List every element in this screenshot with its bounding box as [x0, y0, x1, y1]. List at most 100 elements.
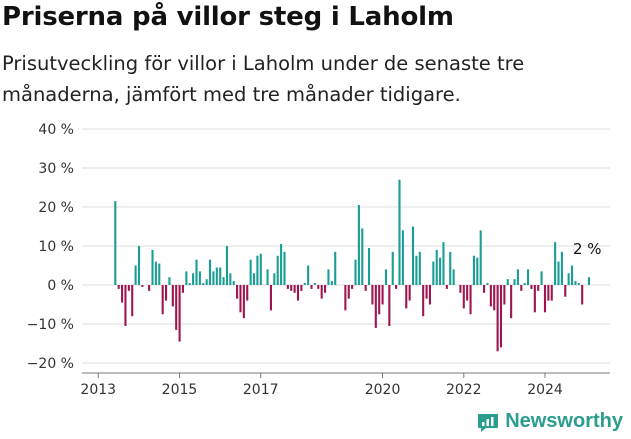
bar [168, 277, 171, 285]
bar [543, 285, 547, 313]
bar [141, 285, 144, 287]
bar [188, 283, 191, 285]
bar [391, 251, 394, 285]
bar [368, 247, 371, 285]
bar [320, 285, 323, 299]
x-tick-label: 2024 [527, 382, 563, 398]
bar [401, 230, 404, 285]
brand-logo: Newsworthy [477, 410, 623, 433]
brand-name: Newsworthy [505, 410, 623, 432]
bar [374, 285, 377, 328]
bar [317, 285, 320, 289]
bar [212, 271, 215, 285]
bar [249, 259, 252, 285]
y-tick-label: 40 % [38, 122, 74, 138]
bar [293, 285, 296, 293]
bar [276, 255, 279, 285]
bar [357, 205, 360, 285]
y-axis-ticks: 40 % 30 % 20 % 10 % 0 % −10 % −20 % [27, 122, 74, 372]
bar [533, 285, 536, 313]
bar [117, 285, 120, 289]
y-tick-label: −20 % [27, 356, 74, 372]
bar [313, 283, 316, 285]
bar [384, 269, 388, 285]
bar [527, 269, 530, 285]
bar [428, 285, 431, 305]
bar [158, 263, 161, 285]
bar [165, 285, 168, 301]
bar [523, 283, 526, 285]
bar [327, 269, 330, 285]
bar [246, 285, 249, 301]
bar [479, 230, 482, 285]
bar [560, 251, 563, 285]
y-tick-label: 10 % [38, 239, 74, 255]
bar [577, 283, 580, 285]
bar [489, 285, 492, 307]
bar [378, 285, 381, 315]
bar [181, 285, 185, 293]
bar [290, 285, 293, 291]
bar [530, 285, 533, 289]
bar [121, 285, 124, 303]
bar [395, 285, 398, 289]
bar [425, 285, 428, 299]
bar [239, 285, 242, 313]
bar [127, 285, 130, 291]
bar [493, 285, 496, 311]
x-tick-label: 2020 [365, 382, 401, 398]
bars [114, 179, 591, 352]
bar [574, 281, 577, 285]
bar [587, 277, 591, 285]
bar [192, 273, 195, 285]
bar [280, 244, 283, 285]
bar [466, 285, 469, 301]
bar [134, 265, 137, 285]
bar [310, 285, 313, 289]
bar [114, 201, 117, 285]
bar [499, 285, 503, 348]
bar [351, 285, 354, 289]
bar [506, 279, 509, 285]
bar [198, 271, 201, 285]
bar [154, 261, 157, 285]
bar [232, 281, 235, 285]
bar [185, 271, 188, 285]
bar [571, 265, 574, 285]
bar [347, 285, 350, 299]
bar [222, 277, 225, 285]
bar [286, 285, 289, 289]
bar [242, 285, 245, 319]
bar [364, 285, 367, 291]
bar [229, 273, 232, 285]
x-tick-label: 2017 [243, 382, 279, 398]
bar [557, 261, 560, 285]
bar [486, 283, 489, 285]
y-tick-label: 0 % [47, 278, 74, 294]
bar [516, 269, 519, 285]
bar [452, 269, 455, 285]
bar [266, 269, 269, 285]
x-tick-label: 2013 [80, 382, 116, 398]
bar [269, 285, 272, 311]
bar [503, 285, 506, 305]
bar [195, 259, 198, 285]
bar [161, 285, 164, 315]
newsworthy-logo-icon [478, 413, 499, 432]
bar [361, 228, 364, 285]
bar [513, 279, 516, 285]
chart-title: Priserna på villor steg i Laholm [2, 2, 454, 32]
bar [131, 285, 134, 317]
bar [449, 251, 452, 285]
bar [554, 242, 557, 285]
bar [259, 253, 262, 285]
bar [124, 285, 127, 326]
bar [236, 285, 239, 299]
bar [178, 285, 181, 342]
bar [256, 255, 259, 285]
bar [388, 285, 391, 326]
bar [225, 246, 228, 285]
y-tick-label: −10 % [27, 317, 74, 333]
bar [483, 285, 486, 293]
